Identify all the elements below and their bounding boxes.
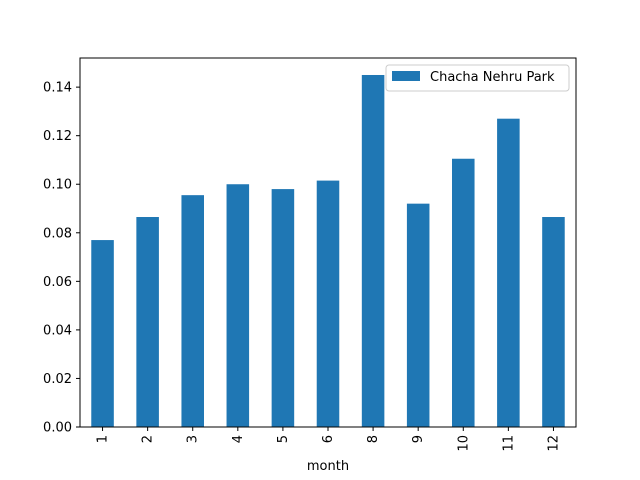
bar-month-2 (136, 217, 159, 427)
legend-swatch (392, 71, 420, 81)
bar-month-4 (226, 184, 250, 427)
x-tick-label: 11 (501, 435, 516, 452)
x-tick-label: 8 (366, 435, 381, 443)
x-tick-label: 6 (321, 435, 336, 443)
x-axis: 1 2 3 4 5 6 8 9 10 11 12 (96, 427, 561, 452)
x-axis-label: month (307, 459, 349, 474)
y-tick-label: 0.12 (43, 129, 72, 144)
bars-layer (91, 74, 565, 428)
bar-month-10 (452, 158, 475, 427)
x-tick-label: 12 (546, 435, 561, 452)
y-tick-label: 0.02 (43, 372, 72, 387)
y-tick-label: 0.00 (43, 421, 72, 436)
x-tick-label: 5 (276, 435, 291, 443)
x-tick-label: 1 (96, 435, 111, 443)
x-tick-label: 2 (141, 435, 156, 443)
bar-month-3 (181, 195, 204, 427)
x-tick-label: 10 (456, 435, 471, 452)
x-tick-label: 9 (411, 435, 426, 443)
legend-box (385, 64, 570, 92)
bar-month-6 (316, 180, 340, 427)
bar-month-5 (271, 189, 295, 427)
y-tick-label: 0.10 (43, 178, 72, 193)
legend-label: Chacha Nehru Park (430, 70, 555, 85)
bar-month-11 (497, 118, 520, 427)
bar-month-9 (406, 203, 430, 427)
axes-frame (79, 57, 577, 428)
y-axis: 0.00 0.02 0.04 0.06 0.08 0.10 0.12 0.14 (43, 81, 80, 436)
y-tick-label: 0.08 (43, 226, 72, 241)
bar-month-12 (542, 217, 565, 427)
bar-month-1 (91, 240, 114, 427)
y-tick-label: 0.04 (43, 323, 72, 338)
legend: Chacha Nehru Park (385, 64, 570, 92)
x-tick-label: 4 (231, 435, 246, 443)
y-tick-label: 0.06 (43, 275, 72, 290)
y-tick-label: 0.14 (43, 81, 72, 96)
bar-month-8 (361, 74, 385, 428)
x-tick-label: 3 (186, 435, 201, 443)
